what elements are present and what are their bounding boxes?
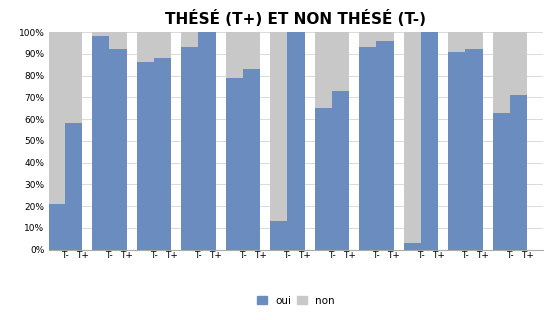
Bar xyxy=(332,91,349,250)
Bar xyxy=(376,32,393,41)
Bar xyxy=(287,32,305,250)
Bar xyxy=(243,69,260,250)
Bar xyxy=(421,32,438,250)
Bar xyxy=(198,32,215,250)
Bar xyxy=(376,41,393,250)
Bar xyxy=(181,47,198,250)
Title: THÉSÉ (T+) ET NON THÉSÉ (T-): THÉSÉ (T+) ET NON THÉSÉ (T-) xyxy=(165,10,426,27)
Bar xyxy=(92,36,109,250)
Bar xyxy=(226,32,243,78)
Bar xyxy=(403,32,421,243)
Bar xyxy=(359,32,376,47)
Bar xyxy=(92,32,109,36)
Bar xyxy=(154,32,171,58)
Bar xyxy=(181,32,198,47)
Legend: oui, non: oui, non xyxy=(253,291,339,310)
Bar xyxy=(48,204,65,250)
Bar xyxy=(109,49,127,250)
Bar xyxy=(465,49,483,250)
Bar xyxy=(403,243,421,250)
Bar xyxy=(315,32,332,108)
Bar xyxy=(270,221,287,250)
Bar xyxy=(243,32,260,69)
Bar xyxy=(510,32,527,95)
Bar xyxy=(465,32,483,49)
Bar xyxy=(136,62,154,250)
Bar xyxy=(154,58,171,250)
Bar xyxy=(65,124,82,250)
Bar xyxy=(493,32,510,113)
Bar xyxy=(48,32,65,204)
Bar xyxy=(315,108,332,250)
Bar xyxy=(510,95,527,250)
Bar xyxy=(359,47,376,250)
Bar xyxy=(270,32,287,221)
Bar xyxy=(448,32,465,52)
Bar xyxy=(136,32,154,62)
Bar xyxy=(493,113,510,250)
Bar xyxy=(65,32,82,124)
Bar xyxy=(332,32,349,91)
Bar xyxy=(448,52,465,250)
Bar xyxy=(109,32,127,49)
Bar xyxy=(226,78,243,250)
